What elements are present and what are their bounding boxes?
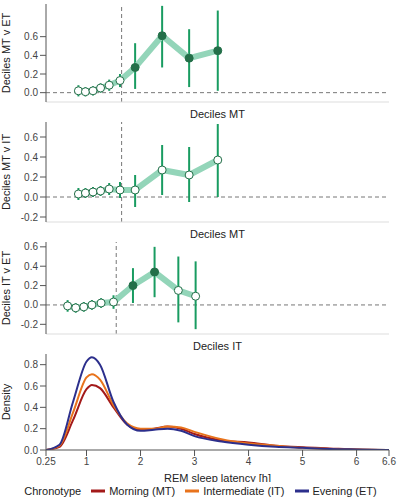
- svg-text:1: 1: [84, 456, 90, 467]
- svg-text:Deciles MT v IT: Deciles MT v IT: [8, 134, 12, 210]
- svg-text:2: 2: [138, 456, 144, 467]
- svg-text:0.4: 0.4: [24, 261, 38, 272]
- svg-text:3: 3: [192, 456, 198, 467]
- svg-text:-0.2: -0.2: [21, 319, 39, 330]
- html-text:Evening (ET): Evening (ET): [312, 485, 377, 497]
- svg-text:0.4: 0.4: [24, 50, 38, 61]
- svg-text:0.2: 0.2: [24, 280, 38, 291]
- svg-text:0.6: 0.6: [24, 241, 38, 252]
- svg-text:Deciles MT: Deciles MT: [190, 228, 245, 238]
- svg-text:0.4: 0.4: [24, 402, 38, 413]
- svg-text:6.6: 6.6: [382, 456, 393, 467]
- svg-text:-0.2: -0.2: [21, 212, 39, 223]
- svg-text:Deciles IT: Deciles IT: [193, 340, 242, 350]
- svg-text:6: 6: [354, 456, 360, 467]
- html-text:Intermediate (IT): Intermediate (IT): [203, 485, 285, 497]
- svg-text:0.4: 0.4: [24, 152, 38, 163]
- svg-text:0.6: 0.6: [24, 31, 38, 42]
- svg-text:0.6: 0.6: [24, 132, 38, 143]
- svg-text:0.2: 0.2: [24, 172, 38, 183]
- svg-text:0.25: 0.25: [36, 456, 56, 467]
- svg-text:0.8: 0.8: [24, 359, 38, 370]
- svg-text:0.2: 0.2: [24, 69, 38, 80]
- svg-text:0.6: 0.6: [24, 381, 38, 392]
- svg-text:0.0: 0.0: [24, 192, 38, 203]
- svg-text:0.0: 0.0: [24, 299, 38, 310]
- svg-text:5: 5: [300, 456, 306, 467]
- svg-text:Deciles MT: Deciles MT: [190, 108, 245, 118]
- svg-text:0.0: 0.0: [24, 445, 38, 456]
- svg-text:Density: Density: [8, 383, 12, 420]
- svg-text:Deciles IT v ET: Deciles IT v ET: [8, 251, 12, 326]
- svg-text:4: 4: [246, 456, 252, 467]
- svg-text:Deciles MT v ET: Deciles MT v ET: [8, 12, 12, 93]
- svg-text:0.2: 0.2: [24, 423, 38, 434]
- svg-text:0.0: 0.0: [24, 87, 38, 98]
- html-text:Chronotype: Chronotype: [24, 485, 82, 497]
- html-text:Morning (MT): Morning (MT): [109, 485, 176, 497]
- svg-text:REM sleep latency [h]: REM sleep latency [h]: [164, 472, 271, 482]
